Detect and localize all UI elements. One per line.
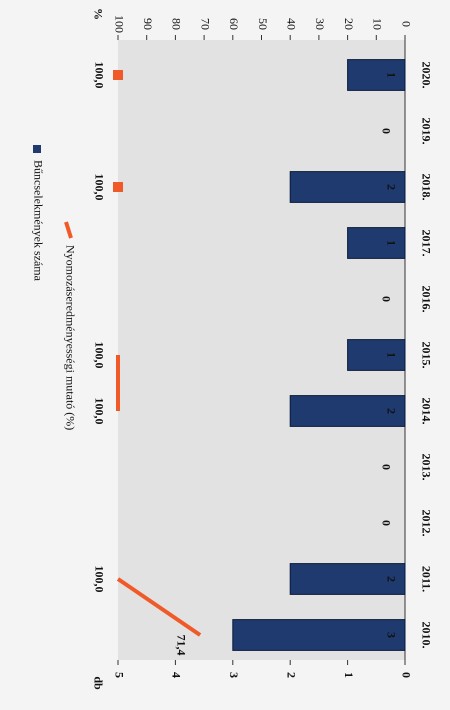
line-value-label: 100,0: [92, 62, 106, 89]
x-tick-label: 2020.: [419, 62, 433, 89]
bar-value-label: 0: [379, 128, 393, 134]
y-tick-label: 1: [342, 672, 356, 678]
line-value-label: 100,0: [92, 566, 106, 593]
bar-value-label: 2: [384, 184, 398, 190]
bar: [347, 339, 406, 371]
y2-tick-label: 70: [198, 18, 212, 30]
y2-tick-label: 80: [170, 18, 184, 30]
y-tick-label: 4: [170, 672, 184, 678]
x-tick-label: 2018.: [419, 174, 433, 201]
bar: [347, 59, 406, 91]
line-value-label: 100,0: [92, 342, 106, 369]
bar: [289, 395, 406, 427]
y-tick-label: 0: [399, 672, 413, 678]
x-tick-label: 2015.: [419, 342, 433, 369]
y2-tick-label: 50: [256, 18, 270, 30]
y-tick-label: 3: [227, 672, 241, 678]
legend-label: Bűncselekmények száma: [31, 160, 45, 282]
y-axis-label: db: [91, 676, 105, 690]
line-point: [113, 182, 123, 192]
y2-tick-label: 90: [141, 18, 155, 30]
bar: [232, 619, 406, 651]
bar-value-label: 0: [379, 464, 393, 470]
y2-tick-label: 30: [313, 18, 327, 30]
x-tick-label: 2013.: [419, 454, 433, 481]
y2-tick-label: 40: [284, 18, 298, 30]
bar: [289, 563, 406, 595]
line-value-label: 100,0: [92, 398, 106, 425]
y2-tick-label: 100: [112, 15, 126, 33]
bar-value-label: 0: [379, 296, 393, 302]
line-value-label: 100,0: [92, 174, 106, 201]
bar-value-label: 1: [384, 240, 398, 246]
x-tick-label: 2016.: [419, 286, 433, 313]
y2-tick-label: 0: [399, 21, 413, 27]
bar-value-label: 1: [384, 352, 398, 358]
y-tick-label: 2: [284, 672, 298, 678]
legend-swatch: [33, 145, 41, 153]
x-tick-label: 2011.: [419, 566, 433, 592]
line-point: [113, 70, 123, 80]
bar-value-label: 2: [384, 408, 398, 414]
y2-tick-label: 20: [342, 18, 356, 30]
line-segment: [116, 577, 202, 637]
bar-value-label: 1: [384, 72, 398, 78]
legend-swatch: [64, 221, 73, 239]
bar: [289, 171, 406, 203]
x-tick-label: 2014.: [419, 398, 433, 425]
x-tick-label: 2017.: [419, 230, 433, 257]
legend-label: Nyomozáseredményességi mutató (%): [63, 245, 77, 430]
bar-value-label: 3: [384, 632, 398, 638]
x-tick-label: 2010.: [419, 622, 433, 649]
x-tick-label: 2019.: [419, 118, 433, 145]
bar: [347, 227, 406, 259]
y2-tick-label: 10: [371, 18, 385, 30]
bar-value-label: 2: [384, 576, 398, 582]
line-value-label: 71,4: [174, 635, 188, 656]
y-tick-label: 5: [112, 672, 126, 678]
x-tick-label: 2012.: [419, 510, 433, 537]
y2-tick-label: 60: [227, 18, 241, 30]
y2-axis-label: %: [91, 8, 105, 20]
bar-value-label: 0: [379, 520, 393, 526]
